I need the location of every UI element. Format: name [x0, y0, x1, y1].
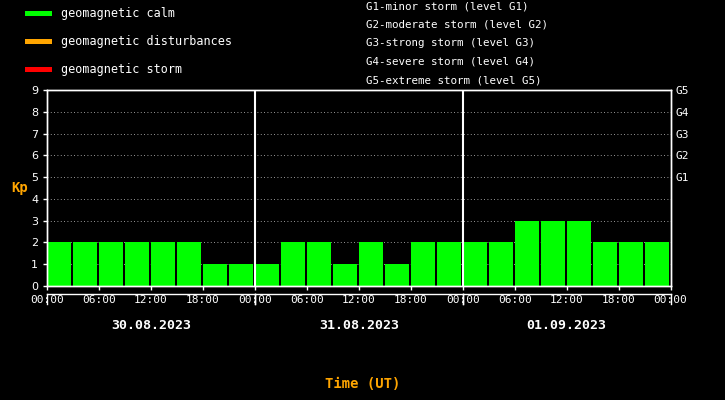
Bar — [618, 242, 642, 286]
Bar — [151, 242, 175, 286]
Text: geomagnetic storm: geomagnetic storm — [61, 63, 182, 76]
Bar — [436, 242, 460, 286]
Bar — [567, 221, 591, 286]
Bar — [385, 264, 409, 286]
Bar — [177, 242, 201, 286]
Bar — [47, 242, 71, 286]
Bar — [25, 10, 52, 16]
Bar — [515, 221, 539, 286]
Y-axis label: Kp: Kp — [12, 181, 28, 195]
Bar — [229, 264, 253, 286]
Bar — [645, 242, 668, 286]
Bar — [25, 39, 52, 44]
Text: geomagnetic disturbances: geomagnetic disturbances — [61, 35, 232, 48]
Text: geomagnetic calm: geomagnetic calm — [61, 7, 175, 20]
Bar — [463, 242, 486, 286]
Bar — [99, 242, 123, 286]
Bar — [333, 264, 357, 286]
Text: G2-moderate storm (level G2): G2-moderate storm (level G2) — [366, 20, 548, 30]
Bar — [73, 242, 97, 286]
Bar — [307, 242, 331, 286]
Text: G3-strong storm (level G3): G3-strong storm (level G3) — [366, 38, 535, 48]
Text: Time (UT): Time (UT) — [325, 377, 400, 391]
Text: 31.08.2023: 31.08.2023 — [319, 318, 399, 332]
Bar — [592, 242, 616, 286]
Bar — [125, 242, 149, 286]
Text: 30.08.2023: 30.08.2023 — [111, 318, 191, 332]
Text: G4-severe storm (level G4): G4-severe storm (level G4) — [366, 57, 535, 67]
Bar — [255, 264, 279, 286]
Text: 01.09.2023: 01.09.2023 — [526, 318, 607, 332]
Text: G5-extreme storm (level G5): G5-extreme storm (level G5) — [366, 75, 542, 85]
Bar — [281, 242, 304, 286]
Bar — [25, 67, 52, 72]
Bar — [489, 242, 513, 286]
Bar — [411, 242, 435, 286]
Bar — [359, 242, 383, 286]
Text: G1-minor storm (level G1): G1-minor storm (level G1) — [366, 1, 529, 11]
Bar — [203, 264, 227, 286]
Bar — [541, 221, 565, 286]
